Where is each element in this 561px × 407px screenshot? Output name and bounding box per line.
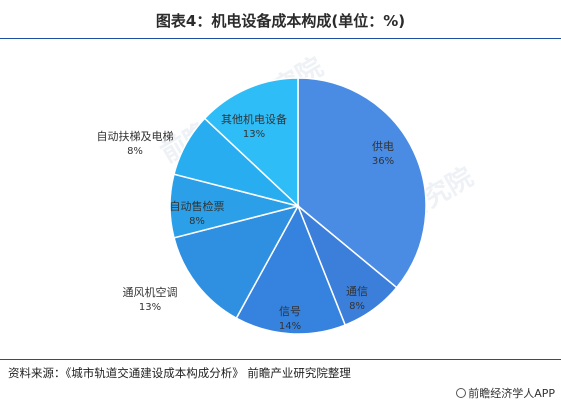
title-divider (0, 38, 561, 39)
pie-slice (173, 204, 300, 320)
slice-value-label: 8% (349, 301, 365, 312)
slice-value-label: 8% (127, 146, 143, 157)
slice-label: 其他机电设备 (221, 112, 287, 126)
slice-value-label: 36% (372, 156, 394, 167)
slice-label: 信号 (279, 305, 301, 318)
brand-logo-icon (456, 388, 467, 398)
slice-value-label: 13% (139, 302, 161, 313)
pie-slice (203, 77, 299, 208)
slice-label: 自动扶梯及电梯 (97, 129, 174, 143)
chart-title: 图表4：机电设备成本构成(单位：%) (155, 12, 406, 30)
slice-label: 自动售检票 (170, 199, 225, 213)
slice-value-label: 13% (243, 129, 265, 140)
brand-text: 前瞻经济学人APP (468, 387, 555, 400)
slice-label: 通风机空调 (123, 285, 178, 299)
pie-slice (235, 204, 347, 335)
slice-label: 通信 (346, 285, 368, 298)
pie-chart: 供电 36% 通信 8% 信号 14% 通风机空调 13% 自动售检票 8% 自动扶梯及电梯 8% 其他… (97, 77, 427, 335)
footer-divider (0, 359, 561, 360)
slice-value-label: 14% (279, 321, 301, 332)
brand-mark: 前瞻经济学人APP (456, 385, 555, 401)
source-note: 资料来源：《城市轨道交通建设成本构成分析》 前瞻产业研究院整理 (8, 366, 351, 380)
pie-slice (297, 77, 427, 289)
slice-label: 供电 (372, 139, 394, 153)
slice-value-label: 8% (189, 216, 205, 227)
